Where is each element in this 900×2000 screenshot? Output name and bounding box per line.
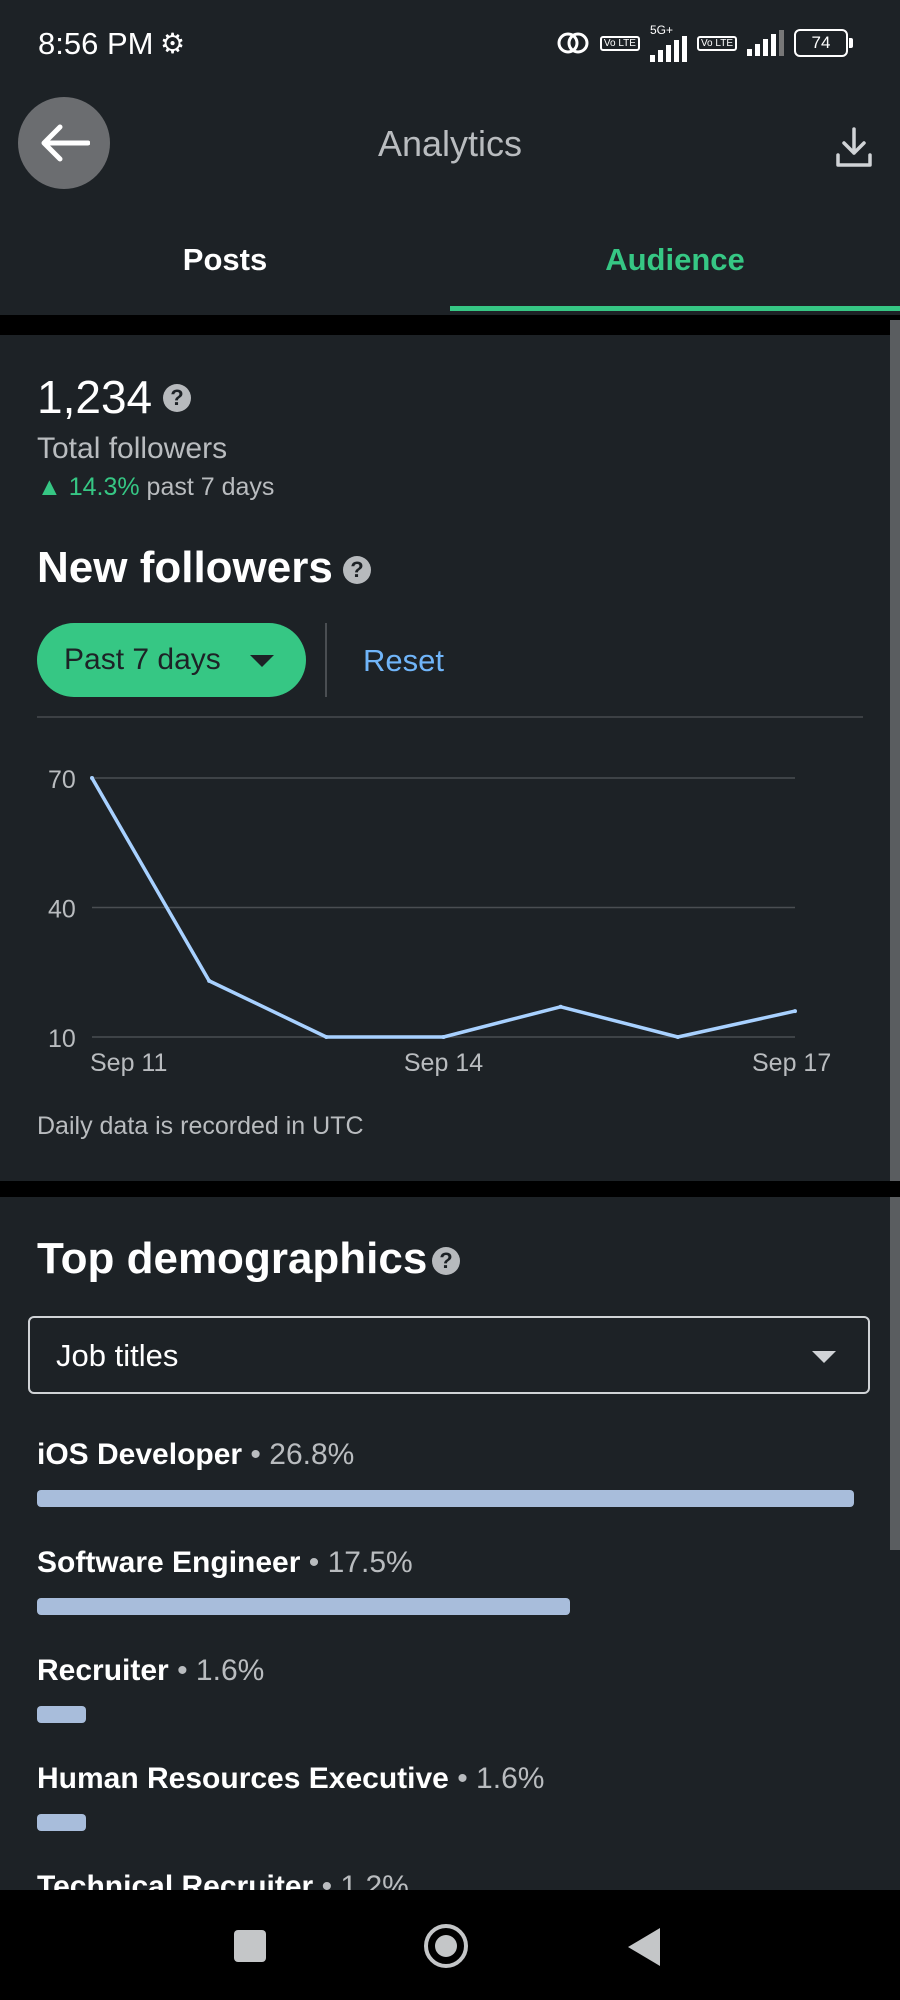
hotspot-link-icon	[557, 32, 589, 54]
volte-icon-2: Vo LTE	[696, 35, 737, 51]
new-followers-title: New followers	[37, 543, 333, 592]
followers-growth: ▲ 14.3% past 7 days	[37, 473, 274, 502]
status-bar: 8:56 PM ⚙ Vo LTE 5G+ Vo LTE 74	[0, 0, 900, 85]
demographic-row: Software Engineer • 17.5%	[37, 1546, 877, 1615]
download-icon[interactable]	[834, 125, 874, 169]
tab-bar: Posts Audience	[0, 205, 900, 315]
divider	[37, 716, 863, 718]
demographic-name: Human Resources Executive	[37, 1762, 449, 1795]
data-point[interactable]	[793, 1009, 797, 1014]
data-point[interactable]	[675, 1035, 680, 1039]
section-divider	[0, 1181, 900, 1197]
data-point[interactable]	[441, 1035, 446, 1039]
system-nav-bar	[0, 1890, 900, 2000]
x-tick-label: Sep 11	[90, 1049, 167, 1077]
battery-icon: 74	[794, 29, 853, 57]
system-back-button[interactable]	[628, 1928, 660, 1966]
growth-period: past 7 days	[146, 473, 275, 501]
new-followers-chart: 70 40 10 Sep 11 Sep 14 Sep 17	[0, 740, 900, 1080]
date-range-label: Past 7 days	[64, 643, 221, 676]
demographic-name: Recruiter	[37, 1654, 169, 1687]
status-icons: Vo LTE 5G+ Vo LTE 74	[556, 23, 853, 62]
help-icon[interactable]: ?	[163, 384, 191, 412]
scrollbar[interactable]	[890, 320, 900, 1550]
growth-percent: 14.3%	[68, 473, 140, 501]
network-signal-1: 5G+	[649, 23, 687, 62]
chevron-down-icon	[812, 1351, 836, 1363]
separator-dot: •	[321, 1870, 333, 1903]
settings-gear-icon: ⚙	[160, 28, 186, 59]
section-divider	[0, 315, 900, 335]
vertical-divider	[325, 623, 327, 697]
total-followers-count: 1,234	[37, 371, 153, 423]
line-chart: 70 40 10 Sep 11 Sep 14 Sep 17	[48, 766, 831, 1077]
signal-bars-icon	[649, 36, 687, 62]
separator-dot: •	[308, 1546, 320, 1579]
volte-icon: Vo LTE	[599, 35, 640, 51]
x-tick-label: Sep 14	[404, 1049, 483, 1077]
demographic-bar	[37, 1706, 86, 1723]
demographic-label: Human Resources Executive • 1.6%	[37, 1762, 877, 1796]
demographic-name: Software Engineer	[37, 1546, 301, 1579]
battery-level: 74	[811, 33, 831, 52]
y-tick-label: 70	[48, 766, 76, 794]
y-tick-label: 10	[48, 1025, 76, 1053]
tab-posts[interactable]: Posts	[182, 242, 268, 277]
data-point[interactable]	[324, 1035, 329, 1039]
app-bar: Analytics	[0, 85, 900, 205]
chart-note: Daily data is recorded in UTC	[37, 1112, 364, 1140]
growth-up-icon: ▲	[37, 473, 62, 501]
help-icon[interactable]: ?	[432, 1247, 460, 1275]
page-title: Analytics	[377, 123, 523, 164]
separator-dot: •	[177, 1654, 188, 1687]
demographic-percent: 26.8%	[269, 1438, 355, 1471]
separator-dot: •	[250, 1438, 261, 1471]
demographic-label: iOS Developer • 26.8%	[37, 1438, 877, 1472]
demographic-bar	[37, 1490, 854, 1507]
demographics-type-select[interactable]: Job titles	[28, 1316, 870, 1394]
help-icon[interactable]: ?	[343, 556, 371, 584]
tab-active-indicator	[450, 306, 900, 311]
date-range-dropdown[interactable]: Past 7 days	[37, 623, 306, 697]
network-type: 5G+	[649, 23, 673, 37]
demographic-percent: 1.6%	[476, 1762, 545, 1795]
data-point[interactable]	[558, 1004, 563, 1009]
reset-button[interactable]: Reset	[363, 643, 444, 678]
recent-apps-button[interactable]	[234, 1930, 266, 1962]
demographic-percent: 1.6%	[195, 1654, 265, 1687]
back-button[interactable]	[18, 97, 110, 189]
tab-audience[interactable]: Audience	[605, 242, 745, 277]
data-point[interactable]	[207, 978, 212, 983]
demographic-name: iOS Developer	[37, 1438, 243, 1471]
demographic-label: Software Engineer • 17.5%	[37, 1546, 877, 1580]
demographic-row: iOS Developer • 26.8%	[37, 1438, 877, 1507]
demographic-percent: 17.5%	[327, 1546, 413, 1579]
total-followers-label: Total followers	[37, 432, 228, 465]
x-tick-label: Sep 17	[752, 1049, 831, 1077]
back-arrow-icon	[41, 124, 90, 162]
select-value: Job titles	[56, 1338, 179, 1373]
demographic-row: Recruiter • 1.6%	[37, 1654, 877, 1723]
separator-dot: •	[457, 1762, 468, 1795]
demographic-row: Human Resources Executive • 1.6%	[37, 1762, 877, 1831]
chevron-down-icon	[250, 655, 274, 667]
signal-bars-icon-2	[747, 30, 784, 56]
demographic-bar	[37, 1598, 571, 1615]
y-tick-label: 40	[48, 896, 76, 924]
top-demographics-title: Top demographics	[37, 1234, 428, 1283]
data-point[interactable]	[90, 776, 94, 780]
status-time: 8:56 PM	[38, 26, 154, 61]
home-button[interactable]	[424, 1924, 468, 1968]
demographic-bar	[37, 1814, 86, 1831]
demographic-label: Recruiter • 1.6%	[37, 1654, 877, 1688]
